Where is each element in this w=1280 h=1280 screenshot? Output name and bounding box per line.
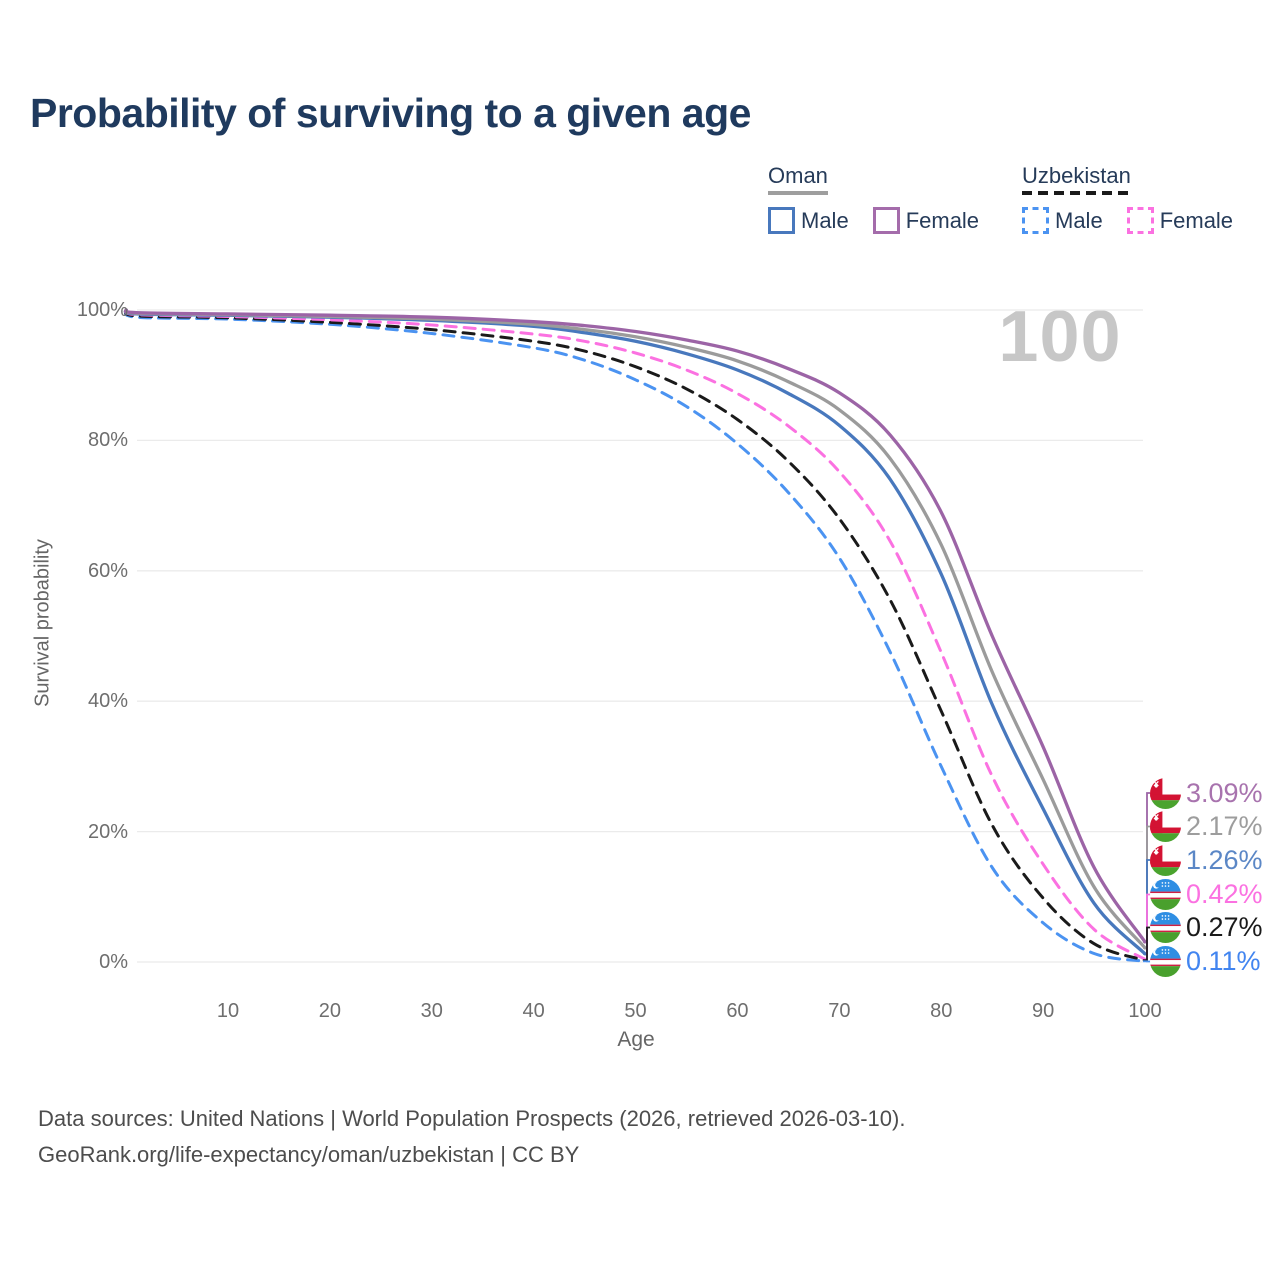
- legend-item-uzbekistan-female[interactable]: Female: [1126, 207, 1234, 234]
- end-value-text: 1.26%: [1186, 844, 1263, 875]
- y-tick-label: 0%: [99, 951, 128, 973]
- oman-flag-icon: [1150, 777, 1181, 809]
- x-tick-label: 20: [318, 1000, 341, 1022]
- legend-item-oman-female[interactable]: Female: [872, 207, 980, 234]
- gridlines: [137, 309, 1143, 963]
- oman-flag-icon: [1150, 844, 1181, 876]
- data-sources-text: Data sources: United Nations | World Pop…: [38, 1106, 906, 1131]
- x-tick-label: 90: [1031, 1000, 1055, 1022]
- legend-country-underline: [768, 191, 828, 195]
- legend-swatch: [1126, 207, 1154, 234]
- oman-flag-icon: [1150, 811, 1181, 842]
- curve-oman: [123, 308, 1147, 950]
- y-axis-title: Survival probability: [31, 539, 54, 707]
- legend-swatch: [872, 207, 900, 234]
- x-tick-label: 50: [624, 1000, 647, 1022]
- y-tick-label: 40%: [87, 690, 128, 713]
- legend-country-label: Oman: [768, 163, 828, 198]
- x-tick-label: 70: [828, 1000, 851, 1022]
- x-tick-label: 60: [726, 1000, 749, 1022]
- end-value-text: 2.17%: [1186, 811, 1263, 841]
- x-axis-title: Age: [617, 1028, 655, 1051]
- end-label-uzbekistan: 0.27%: [1150, 911, 1263, 945]
- curve-oman-female: [123, 308, 1147, 944]
- legend-item-label: Male: [801, 207, 849, 233]
- legend-item-oman-male[interactable]: Male: [768, 207, 849, 234]
- end-label-oman-female: 3.09%: [1150, 776, 1263, 810]
- end-value-text: 3.09%: [1186, 777, 1263, 808]
- end-label-oman: 2.17%: [1150, 810, 1263, 844]
- uzbekistan-flag-icon: [1150, 879, 1181, 910]
- y-tick-label: 60%: [87, 559, 128, 582]
- x-tick-label: 80: [930, 1000, 953, 1022]
- end-label-oman-male: 1.26%: [1150, 843, 1263, 877]
- end-value-text: 0.42%: [1186, 879, 1263, 909]
- connector-line: [1143, 926, 1151, 962]
- legend-item-uzbekistan-male[interactable]: Male: [1022, 207, 1103, 234]
- legend-item-label: Female: [905, 207, 980, 233]
- end-value-text: 0.11%: [1186, 946, 1261, 976]
- attribution-text: GeoRank.org/life-expectancy/oman/uzbekis…: [38, 1142, 580, 1167]
- end-label-uzbekistan-male: 0.11%: [1150, 945, 1261, 979]
- uzbekistan-flag-icon: [1150, 912, 1181, 943]
- legend-group-oman: Oman Male Female: [768, 163, 1003, 234]
- x-tick-label: 40: [522, 1000, 545, 1022]
- legend-country-underline: [1022, 191, 1131, 195]
- legend-country-label: Uzbekistan: [1022, 163, 1131, 198]
- end-label-uzbekistan-female: 0.42%: [1150, 878, 1263, 912]
- y-tick-label: 100%: [76, 299, 128, 321]
- legend-item-label: Female: [1159, 207, 1234, 233]
- end-value-text: 0.27%: [1186, 912, 1263, 942]
- y-tick-label: 20%: [87, 820, 128, 843]
- curve-uzbekistan-female: [123, 308, 1147, 961]
- page-title: Probability of surviving to a given age: [30, 90, 751, 136]
- curve-uzbekistan: [123, 308, 1147, 962]
- legend-item-label: Male: [1055, 207, 1103, 233]
- survival-curves: [123, 308, 1147, 963]
- legend-swatch: [768, 207, 795, 234]
- x-tick-label: 30: [420, 1000, 443, 1022]
- legend-group-uzbekistan: Uzbekistan Male Female: [1022, 163, 1257, 234]
- x-tick-label: 100: [1128, 1000, 1162, 1022]
- x-tick-label: 10: [216, 1000, 240, 1022]
- uzbekistan-flag-icon: [1150, 946, 1181, 977]
- legend-swatch: [1022, 207, 1049, 234]
- curve-uzbekistan-male: [123, 308, 1147, 963]
- y-tick-label: 80%: [87, 429, 128, 452]
- label-connector-lines: [1143, 792, 1151, 963]
